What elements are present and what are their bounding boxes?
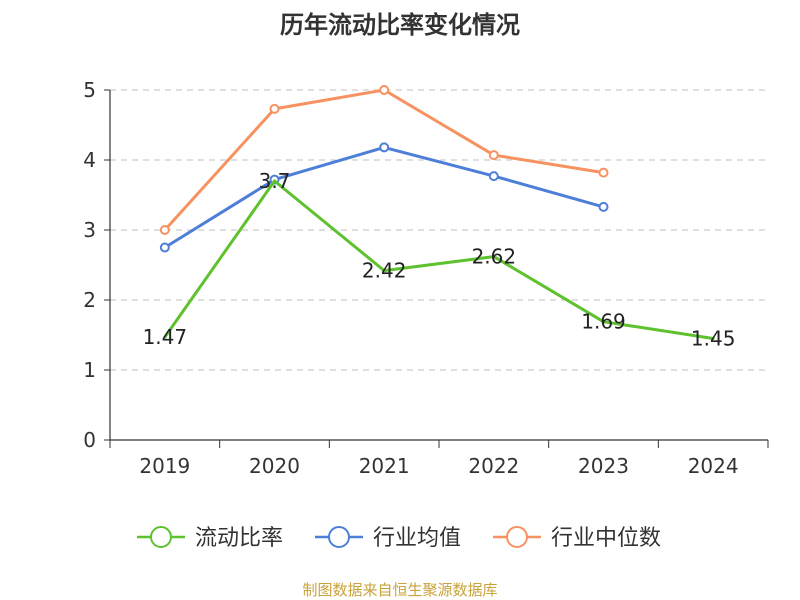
y-tick-label: 0 — [83, 428, 96, 452]
data-point — [711, 337, 715, 340]
data-label: 1.45 — [691, 327, 736, 351]
legend[interactable]: 流动比率 行业均值 行业中位数 — [137, 526, 661, 551]
data-point — [382, 269, 386, 273]
series-line-0 — [163, 179, 714, 340]
grid-lines — [110, 89, 768, 371]
x-tick-label: 2020 — [249, 454, 300, 478]
source-note: 制图数据来自恒生聚源数据库 — [302, 581, 497, 599]
data-point — [488, 150, 499, 161]
legend-item-2[interactable]: 行业中位数 — [493, 526, 661, 551]
x-tick-label: 2023 — [578, 454, 629, 478]
data-point — [159, 225, 170, 235]
series-line-2 — [163, 88, 604, 232]
legend-marker — [506, 526, 528, 548]
legend-label: 行业中位数 — [551, 526, 661, 551]
legend-label: 行业均值 — [373, 526, 461, 551]
y-tick-label: 4 — [83, 148, 96, 172]
legend-label: 流动比率 — [195, 526, 283, 551]
data-label: 3.7 — [259, 169, 291, 193]
x-tick-label: 2024 — [688, 454, 739, 478]
data-point — [379, 142, 390, 153]
data-point — [602, 320, 605, 324]
x-tick-label: 2022 — [468, 454, 519, 478]
data-point — [163, 335, 167, 339]
chart-title: 历年流动比率变化情况 — [280, 11, 520, 39]
data-point — [598, 167, 609, 178]
data-point — [598, 201, 609, 212]
data-point — [488, 171, 499, 182]
legend-marker — [328, 526, 350, 548]
data-label: 2.42 — [362, 259, 407, 283]
y-axis-ticks: 0 1 2 3 4 5 — [83, 78, 96, 452]
y-tick-label: 3 — [83, 218, 96, 242]
legend-item-0[interactable]: 流动比率 — [137, 526, 283, 551]
y-tick-label: 2 — [83, 288, 96, 312]
axes — [104, 89, 769, 448]
y-tick-label: 1 — [83, 358, 96, 382]
x-tick-label: 2019 — [139, 454, 190, 478]
data-label: 1.47 — [143, 325, 188, 349]
y-tick-label: 5 — [83, 78, 96, 102]
data-label: 1.69 — [581, 310, 626, 334]
legend-marker — [150, 526, 172, 548]
x-axis-ticks: 2019 2020 2021 2022 2023 2024 — [139, 454, 738, 478]
data-label: 2.62 — [472, 245, 517, 269]
data-point — [269, 103, 280, 114]
data-labels: 1.47 3.7 2.42 2.62 1.69 1.45 — [143, 169, 736, 351]
series-group — [159, 85, 715, 340]
x-tick-label: 2021 — [359, 454, 410, 478]
data-point — [159, 242, 170, 253]
data-point — [273, 179, 276, 183]
data-point — [492, 255, 496, 259]
data-point — [379, 85, 390, 95]
legend-item-1[interactable]: 行业均值 — [315, 526, 461, 551]
